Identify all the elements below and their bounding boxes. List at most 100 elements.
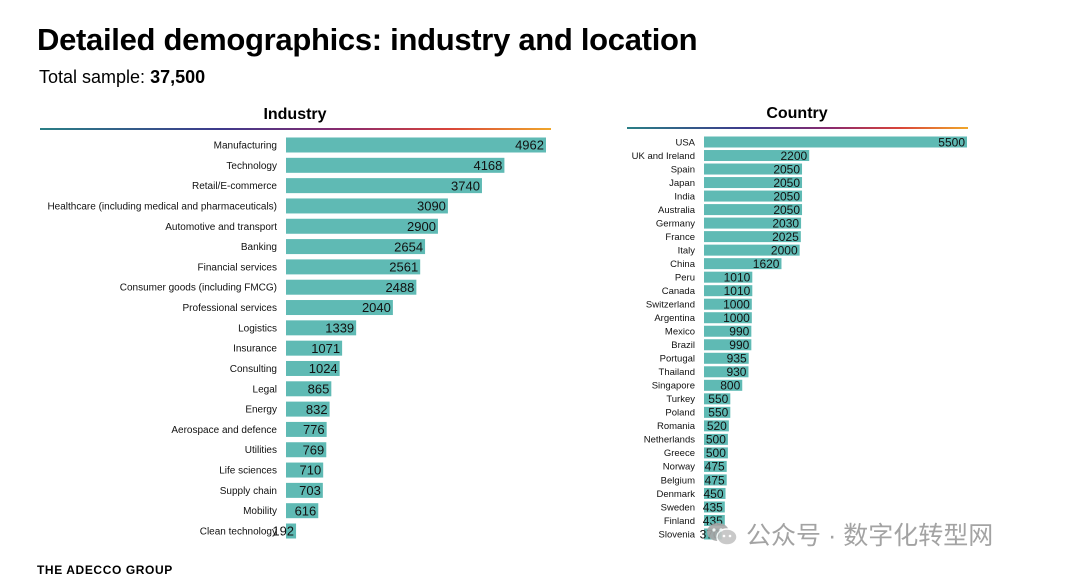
- country-bar-india: [704, 190, 803, 202]
- country-category-label: Argentina: [654, 313, 695, 324]
- country-value-label: 1620: [753, 257, 780, 271]
- industry-value-label: 776: [303, 422, 325, 437]
- industry-bar-banking: [286, 239, 426, 255]
- industry-bar-aerospace-and-defence: [286, 421, 327, 437]
- country-category-label: China: [670, 259, 696, 270]
- industry-bar-healthcare-including-medical-and-pharmaceuticals: [286, 198, 448, 214]
- country-category-label: Norway: [663, 462, 695, 473]
- country-value-label: 1000: [723, 311, 750, 325]
- country-value-label: 2025: [772, 230, 799, 244]
- industry-category-label: Consumer goods (including FMCG): [120, 283, 277, 294]
- country-value-label: 990: [729, 325, 749, 339]
- industry-bar-mobility: [286, 503, 319, 519]
- industry-bar-insurance: [286, 340, 343, 356]
- country-value-label: 520: [707, 419, 727, 433]
- industry-bar-logistics: [286, 320, 357, 336]
- country-value-label: 2050: [773, 176, 800, 190]
- country-category-label: Greece: [664, 448, 695, 459]
- country-bar-peru: [704, 271, 753, 283]
- country-value-label: 1010: [724, 284, 751, 298]
- industry-category-label: Aerospace and defence: [171, 425, 277, 436]
- industry-category-label: Retail/E-commerce: [192, 181, 277, 192]
- industry-value-label: 3090: [417, 199, 446, 214]
- industry-category-label: Utilities: [245, 445, 277, 456]
- industry-category-label: Energy: [245, 405, 277, 416]
- page-title: Detailed demographics: industry and loca…: [37, 22, 698, 57]
- country-bar-spain: [704, 163, 803, 175]
- country-category-label: Switzerland: [646, 300, 695, 311]
- industry-category-label: Automotive and transport: [165, 222, 277, 233]
- country-value-label: 2000: [771, 243, 798, 257]
- industry-bar-technology: [286, 157, 505, 173]
- country-category-label: Mexico: [665, 327, 695, 338]
- country-category-label: Peru: [675, 273, 695, 284]
- country-category-label: Spain: [671, 164, 695, 175]
- country-value-label: 2050: [773, 189, 800, 203]
- industry-bar-manufacturing: [286, 137, 546, 153]
- industry-category-label: Consulting: [230, 364, 277, 375]
- country-bar-romania: [704, 420, 729, 432]
- industry-value-label: 4962: [515, 138, 544, 153]
- country-category-label: Finland: [664, 516, 695, 527]
- industry-value-label: 710: [299, 463, 321, 478]
- country-category-label: Poland: [665, 408, 695, 419]
- country-value-label: 2050: [773, 162, 800, 176]
- country-bar-italy: [704, 244, 800, 256]
- industry-bar-consumer-goods-including-fmcg: [286, 279, 417, 295]
- country-category-label: France: [665, 232, 695, 243]
- industry-category-label: Healthcare (including medical and pharma…: [47, 201, 277, 212]
- country-value-label: 2030: [772, 216, 799, 230]
- industry-value-label: 769: [303, 442, 325, 457]
- country-value-label: 435: [703, 500, 723, 514]
- country-bar-australia: [704, 204, 803, 216]
- watermark-text: 公众号 · 数字化转型网: [746, 522, 994, 550]
- country-bar-netherlands: [704, 433, 728, 445]
- country-bar-mexico: [704, 325, 752, 337]
- country-value-label: 475: [705, 473, 725, 487]
- country-value-label: 2200: [780, 149, 807, 163]
- industry-value-label: 2040: [362, 300, 391, 315]
- industry-value-label: 1339: [325, 321, 354, 336]
- country-bar-brazil: [704, 339, 752, 351]
- country-category-label: Canada: [662, 286, 696, 297]
- industry-value-label: 4168: [473, 158, 502, 173]
- country-category-label: Sweden: [661, 502, 695, 513]
- country-value-label: 800: [720, 379, 740, 393]
- country-value-label: 450: [703, 487, 723, 501]
- industry-value-label: 2561: [389, 260, 418, 275]
- country-category-label: Singapore: [652, 381, 695, 392]
- industry-value-label: 2654: [394, 239, 423, 254]
- industry-value-label: 1071: [311, 341, 340, 356]
- industry-category-label: Banking: [241, 242, 277, 253]
- country-category-label: Belgium: [661, 475, 695, 486]
- industry-category-label: Mobility: [243, 506, 277, 517]
- watermark: 公众号 · 数字化转型网: [706, 514, 993, 554]
- country-bar-japan: [704, 177, 803, 189]
- industry-bar-financial-services: [286, 259, 421, 275]
- country-value-label: 475: [705, 460, 725, 474]
- country-value-label: 935: [727, 352, 747, 366]
- country-category-label: Netherlands: [644, 435, 695, 446]
- country-bar-argentina: [704, 312, 752, 324]
- country-value-label: 930: [726, 365, 746, 379]
- industry-value-label: 192: [272, 524, 294, 539]
- country-category-label: Germany: [656, 218, 695, 229]
- country-category-label: Portugal: [660, 354, 695, 365]
- country-bar-usa: [704, 136, 967, 148]
- country-bar-poland: [704, 406, 731, 418]
- country-bar-denmark: [704, 487, 726, 499]
- country-bar-canada: [704, 285, 753, 297]
- country-bar-turkey: [704, 393, 731, 405]
- country-category-label: Turkey: [666, 394, 695, 405]
- country-bar-france: [704, 231, 801, 243]
- country-value-label: 500: [706, 446, 726, 460]
- industry-chart-title: Industry: [263, 106, 327, 123]
- country-bar-belgium: [704, 474, 727, 486]
- country-category-label: Thailand: [659, 367, 695, 378]
- country-category-label: Brazil: [671, 340, 695, 351]
- country-value-label: 1000: [723, 298, 750, 312]
- total-sample: Total sample: 37,500: [39, 67, 205, 88]
- industry-value-label: 865: [308, 381, 330, 396]
- country-value-label: 550: [708, 406, 728, 420]
